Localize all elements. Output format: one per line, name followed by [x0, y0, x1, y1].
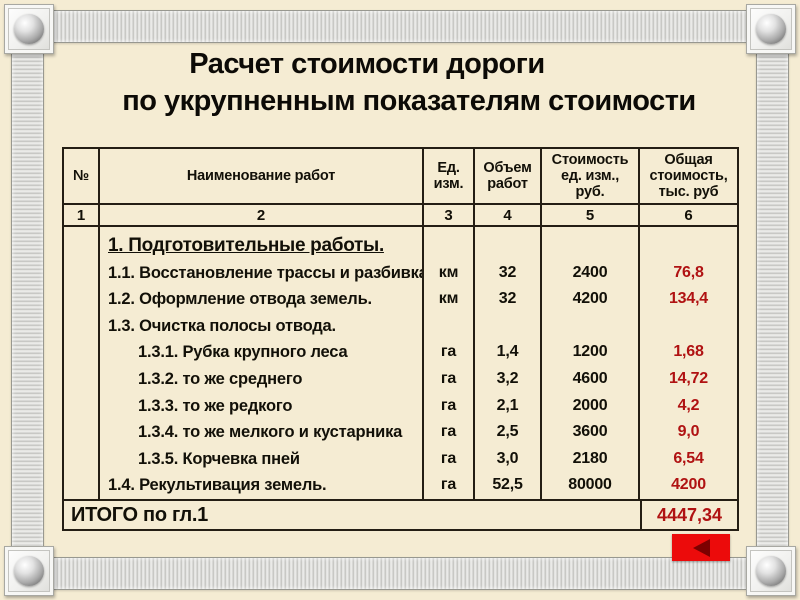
unit-value: [424, 313, 473, 340]
slide-title-line1: Расчет стоимости дороги: [189, 48, 545, 80]
work-name: 1.4. Рекультивация земель.: [108, 476, 327, 495]
screw-icon: [756, 14, 786, 44]
column-total-costs: 76,8 134,4 1,68 14,72 4,2 9,0 6,54 4200: [640, 227, 737, 499]
total-cost-value: [640, 313, 737, 340]
slide-title-line2: по укрупненным показателям стоимости: [122, 85, 696, 117]
col-header-unit-cost: Стоимость ед. изм., руб.: [542, 149, 640, 203]
unit-value: га: [440, 449, 457, 467]
frame-strip-right: [756, 52, 789, 548]
col-header-number: №: [64, 149, 100, 203]
frame-strip-top: [52, 10, 748, 43]
volume-value: 2,1: [496, 396, 519, 414]
total-cost-value: 14,72: [668, 369, 709, 387]
total-cost-value: 4,2: [677, 396, 700, 414]
column-row-numbers: [64, 227, 100, 499]
screw-icon: [14, 556, 44, 586]
volume-value: 3,2: [496, 369, 519, 387]
work-name: 1. Подготовительные работы.: [108, 235, 384, 256]
work-name: 1.3.2. то же среднего: [138, 369, 303, 388]
unit-value: га: [440, 396, 457, 414]
col-num: 4: [475, 205, 542, 225]
unit-value: км: [438, 290, 459, 308]
col-num: 3: [424, 205, 475, 225]
unit-value: га: [440, 423, 457, 441]
unit-cost-value: [542, 233, 638, 260]
back-arrow-icon: [692, 538, 710, 557]
work-name: 1.1. Восстановление трассы и разбивка.: [108, 263, 422, 282]
unit-cost-value: 2000: [572, 396, 608, 414]
frame-corner-top-right: [746, 4, 796, 54]
unit-cost-value: 4600: [572, 369, 608, 387]
unit-cost-value: 2400: [572, 263, 608, 281]
col-num: 1: [64, 205, 100, 225]
slide-title: Расчет стоимости дороги по укрупненным п…: [62, 46, 756, 120]
table-body: 1. Подготовительные работы. 1.1. Восстан…: [64, 227, 737, 499]
work-name: 1.3.3. то же редкого: [138, 396, 293, 415]
total-cost-value: [640, 233, 737, 260]
volume-value: [475, 313, 540, 340]
volume-value: 32: [498, 290, 517, 308]
screw-icon: [756, 556, 786, 586]
volume-value: 52,5: [492, 476, 523, 494]
col-num: 6: [684, 206, 693, 224]
frame-corner-bottom-right: [746, 546, 796, 596]
col-header-volume: Объем работ: [475, 149, 542, 203]
volume-value: 3,0: [496, 449, 519, 467]
work-name: 1.3.1. Рубка крупного леса: [138, 343, 348, 362]
table-header-row: № Наименование работ Ед. изм. Объем рабо…: [64, 149, 737, 205]
work-name: 1.2. Оформление отвода земель.: [108, 290, 372, 309]
work-name: 1.3. Очистка полосы отвода.: [108, 316, 336, 335]
total-cost-value: 4200: [671, 476, 706, 494]
cost-table: № Наименование работ Ед. изм. Объем рабо…: [62, 147, 739, 531]
total-cost-value: 134,4: [668, 290, 709, 308]
unit-cost-value: 4200: [572, 290, 608, 308]
total-cost-value: 1,68: [673, 343, 704, 361]
volume-value: 2,5: [496, 423, 519, 441]
volume-value: 1,4: [496, 343, 519, 361]
unit-cost-value: 3600: [572, 423, 608, 441]
column-number-row: 1 2 3 4 5 6: [64, 205, 737, 227]
total-cost-value: 76,8: [673, 263, 704, 281]
column-units: км км га га га га га га: [424, 227, 475, 499]
unit-value: га: [440, 343, 457, 361]
frame-strip-bottom: [52, 557, 748, 590]
frame-corner-bottom-left: [4, 546, 54, 596]
col-header-total-cost: Общая стоимость, тыс. руб: [649, 152, 728, 200]
back-button[interactable]: [672, 534, 730, 561]
total-row-label: ИТОГО по гл.1: [71, 503, 209, 526]
col-header-unit: Ед. изм.: [424, 149, 475, 203]
column-work-names: 1. Подготовительные работы. 1.1. Восстан…: [100, 227, 424, 499]
frame-strip-left: [11, 52, 44, 548]
unit-cost-value: 1200: [572, 343, 608, 361]
unit-cost-value: 2180: [572, 449, 608, 467]
work-name: 1.3.4. то же мелкого и кустарника: [138, 423, 403, 442]
volume-value: [475, 233, 540, 260]
table-total-row: ИТОГО по гл.1 4447,34: [64, 499, 737, 529]
unit-cost-value: 80000: [568, 476, 612, 494]
col-header-work-name: Наименование работ: [100, 149, 424, 203]
total-cost-value: 6,54: [673, 449, 704, 467]
col-num: 5: [542, 205, 640, 225]
unit-value: [424, 233, 473, 260]
volume-value: 32: [498, 263, 517, 281]
screw-icon: [14, 14, 44, 44]
unit-cost-value: [542, 313, 638, 340]
unit-value: га: [440, 476, 457, 494]
unit-value: га: [440, 369, 457, 387]
unit-value: км: [438, 263, 459, 281]
work-name: 1.3.5. Корчевка пней: [138, 449, 300, 468]
column-volumes: 32 32 1,4 3,2 2,1 2,5 3,0 52,5: [475, 227, 542, 499]
total-row-value: 4447,34: [640, 501, 737, 529]
frame-corner-top-left: [4, 4, 54, 54]
column-unit-costs: 2400 4200 1200 4600 2000 3600 2180 80000: [542, 227, 640, 499]
col-num: 2: [100, 205, 424, 225]
total-cost-value: 9,0: [677, 423, 700, 441]
